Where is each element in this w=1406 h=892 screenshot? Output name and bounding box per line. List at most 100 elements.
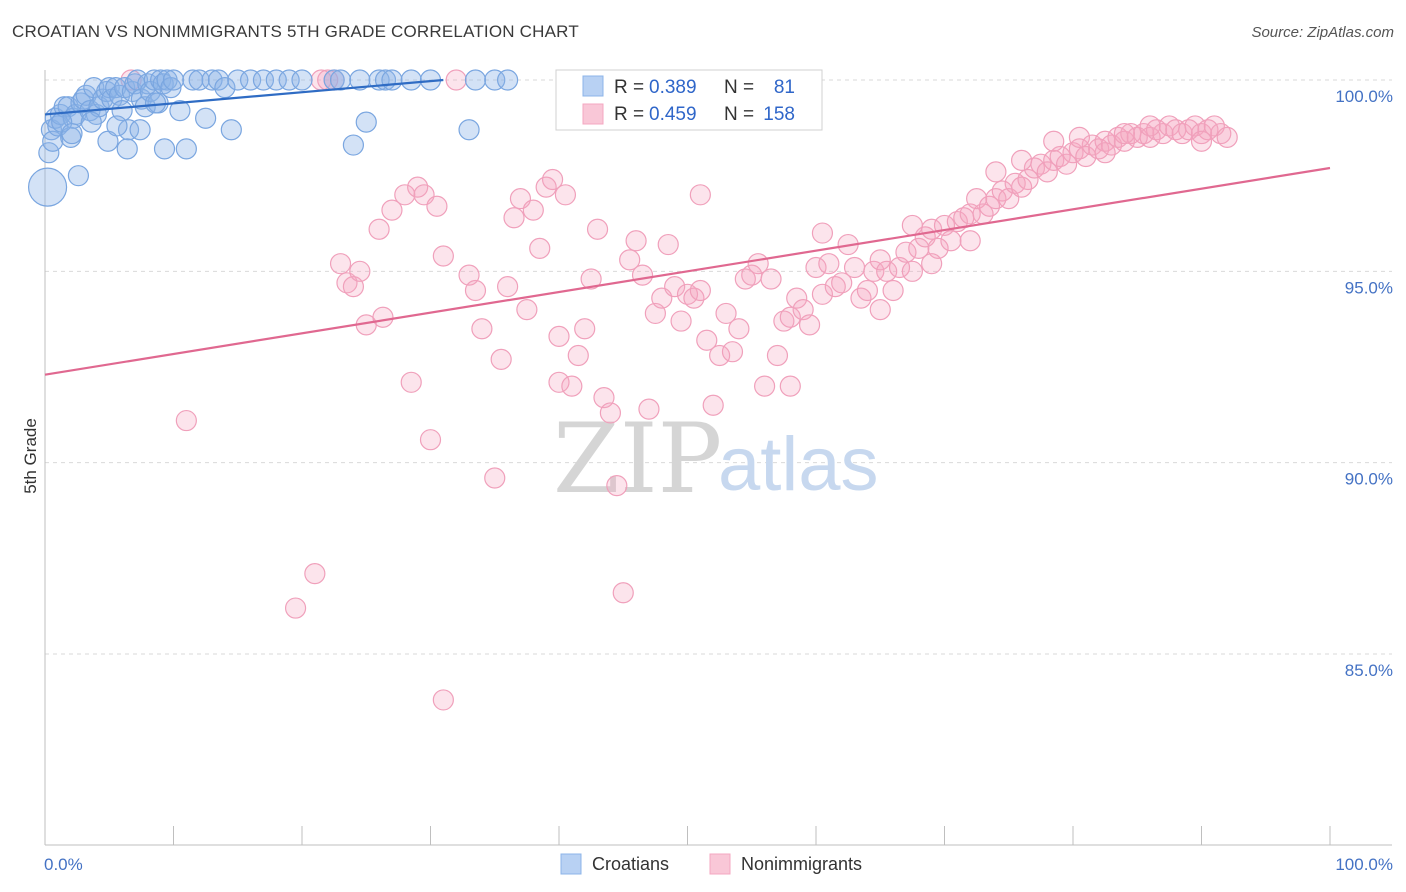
- nonimmigrants-point: [786, 287, 808, 309]
- watermark-atlas: atlas: [718, 422, 879, 507]
- nonimmigrants-point: [869, 249, 891, 271]
- trend-lines: [44, 78, 1331, 376]
- croatians-point: [144, 92, 167, 114]
- nonimmigrants-point: [284, 597, 307, 619]
- nonimmigrants-point: [548, 325, 570, 347]
- nonimmigrants-trend-line: [44, 166, 1331, 376]
- nonimmigrants-point: [1190, 130, 1213, 152]
- croatians-point: [117, 119, 140, 141]
- nonimmigrants-point: [709, 344, 731, 367]
- croatians-point: [265, 69, 287, 91]
- source-label: Source: ZipAtlas.com: [1251, 24, 1394, 41]
- y-tick-label-85: 85.0%: [1345, 661, 1393, 680]
- croatians-point: [220, 119, 242, 141]
- nonimmigrants-point: [843, 256, 866, 279]
- nonimmigrants-points: [120, 69, 1238, 711]
- croatians-point: [342, 134, 364, 156]
- nonimmigrants-point: [715, 302, 737, 325]
- croatians-point: [497, 69, 519, 91]
- croatians-point: [381, 69, 403, 91]
- croatians-point: [240, 69, 262, 91]
- nonimmigrants-point: [1210, 122, 1232, 145]
- stats-legend: R = 0.389 N = 81 R = 0.459 N = 158: [555, 69, 823, 131]
- croatians-point: [182, 69, 204, 91]
- nonimmigrants-point: [721, 341, 744, 363]
- nonimmigrants-point: [394, 184, 416, 206]
- croatians-point: [227, 69, 249, 91]
- nonimmigrants-point: [1017, 168, 1039, 191]
- nonimmigrants-point: [329, 253, 352, 275]
- x-tick-label-min: 0.0%: [44, 855, 83, 874]
- nonimmigrants-point: [606, 475, 628, 497]
- legend-croatians-n-value: 81: [774, 77, 795, 98]
- nonimmigrants-point: [381, 199, 403, 221]
- nonimmigrants-point: [753, 375, 776, 397]
- nonimmigrants-point: [445, 69, 467, 91]
- nonimmigrants-point: [901, 214, 923, 237]
- bottom-legend-swatch-nonimmigrants[interactable]: [709, 853, 731, 875]
- croatians-point: [175, 138, 197, 160]
- croatians-point: [169, 100, 191, 122]
- nonimmigrants-point: [779, 375, 801, 397]
- nonimmigrants-point: [985, 161, 1007, 183]
- y-axis-title: 5th Grade: [21, 418, 40, 494]
- nonimmigrants-point: [824, 276, 846, 298]
- legend-croatians-r-label: R =: [614, 77, 644, 98]
- bottom-legend-nonimmigrants[interactable]: Nonimmigrants: [741, 854, 862, 874]
- croatians-point: [278, 69, 300, 91]
- nonimmigrants-point: [876, 260, 898, 282]
- nonimmigrants-point: [676, 283, 699, 305]
- nonimmigrants-point: [689, 279, 711, 302]
- croatians-point: [116, 138, 138, 160]
- nonimmigrants-point: [940, 230, 962, 252]
- croatians-point: [121, 80, 143, 103]
- legend-croatians-n-label: N =: [724, 77, 754, 98]
- nonimmigrants-point: [760, 268, 782, 290]
- nonimmigrants-point: [664, 276, 686, 298]
- bottom-legend-croatians[interactable]: Croatians: [592, 854, 669, 874]
- bottom-legend: Croatians Nonimmigrants: [560, 853, 862, 875]
- grid-lines: [45, 79, 1392, 655]
- nonimmigrants-point: [432, 245, 454, 267]
- legend-croatians-r-value: 0.389: [649, 77, 697, 98]
- nonimmigrants-point: [959, 230, 981, 252]
- nonimmigrants-point: [1197, 119, 1219, 141]
- nonimmigrants-point: [464, 279, 487, 302]
- nonimmigrants-point: [304, 563, 326, 585]
- nonimmigrants-point: [1068, 126, 1091, 148]
- croatians-point: [80, 111, 102, 133]
- y-tick-label-90: 90.0%: [1345, 470, 1393, 489]
- nonimmigrants-point: [805, 256, 827, 279]
- nonimmigrants-point: [1139, 115, 1161, 137]
- nonimmigrants-point: [811, 222, 834, 244]
- nonimmigrants-point: [811, 283, 834, 305]
- y-tick-label-95: 95.0%: [1345, 278, 1393, 297]
- croatians-points: [27, 69, 519, 207]
- nonimmigrants-point: [908, 237, 930, 259]
- nonimmigrants-point: [696, 329, 718, 351]
- nonimmigrants-point: [612, 582, 634, 604]
- nonimmigrants-point: [567, 344, 589, 367]
- nonimmigrants-point: [863, 260, 885, 282]
- nonimmigrants-point: [484, 467, 506, 489]
- nonimmigrants-point: [349, 260, 371, 282]
- bottom-legend-swatch-croatians[interactable]: [560, 853, 582, 875]
- nonimmigrants-point: [1055, 153, 1078, 175]
- nonimmigrants-point: [901, 260, 923, 282]
- y-tick-label-100: 100.0%: [1335, 87, 1393, 106]
- nonimmigrants-point: [175, 409, 197, 432]
- nonimmigrants-point: [1036, 161, 1058, 183]
- croatians-point: [27, 167, 68, 207]
- croatians-point: [67, 165, 90, 187]
- nonimmigrants-point: [779, 306, 801, 328]
- nonimmigrants-point: [1107, 126, 1129, 148]
- nonimmigrants-point: [1216, 126, 1238, 148]
- nonimmigrants-point: [734, 268, 756, 290]
- nonimmigrants-point: [631, 264, 654, 286]
- nonimmigrants-point: [1145, 119, 1168, 141]
- watermark-zip: ZIP: [553, 403, 722, 515]
- croatians-point: [291, 69, 313, 91]
- croatians-point: [201, 69, 223, 91]
- nonimmigrants-point: [516, 299, 538, 321]
- nonimmigrants-point: [503, 207, 525, 229]
